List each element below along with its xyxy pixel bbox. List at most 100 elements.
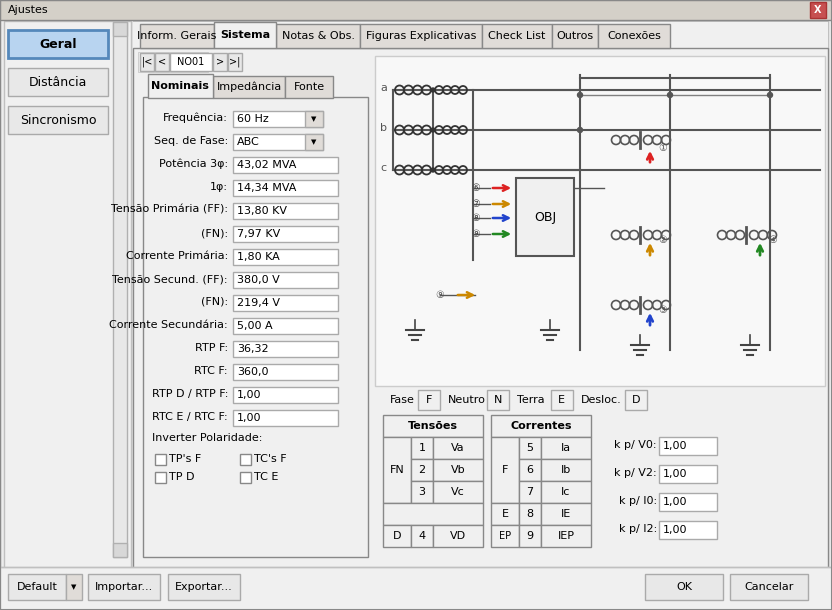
Text: D: D	[631, 395, 641, 405]
Bar	[213, 53, 227, 71]
Bar	[491, 503, 519, 525]
Bar	[487, 390, 509, 410]
Bar	[375, 56, 825, 386]
Text: Va: Va	[451, 443, 465, 453]
Text: Distância: Distância	[29, 76, 87, 88]
Bar	[113, 22, 127, 36]
Text: k p/ I0:: k p/ I0:	[619, 496, 657, 506]
Bar	[625, 390, 647, 410]
Bar	[133, 21, 828, 569]
Text: 1φ:: 1φ:	[210, 182, 228, 192]
Text: 60 Hz: 60 Hz	[237, 114, 269, 124]
Text: 3: 3	[418, 487, 425, 497]
Bar	[519, 459, 541, 481]
Text: Sistema: Sistema	[220, 30, 270, 40]
Bar	[810, 2, 826, 18]
Bar	[8, 106, 108, 134]
Bar	[659, 465, 717, 483]
Text: TC's F: TC's F	[254, 454, 287, 464]
Text: Terra: Terra	[517, 395, 545, 405]
Bar	[730, 574, 808, 600]
Text: 6: 6	[527, 465, 533, 475]
Text: 7: 7	[527, 487, 533, 497]
Text: k p/ I2:: k p/ I2:	[619, 524, 657, 534]
Text: Tensão Secund. (FF):: Tensão Secund. (FF):	[112, 274, 228, 284]
Bar	[519, 525, 541, 547]
Bar	[519, 481, 541, 503]
Text: Inform. Gerais: Inform. Gerais	[137, 31, 216, 41]
Text: 1: 1	[418, 443, 425, 453]
Text: IE: IE	[561, 509, 571, 519]
Text: ⑨: ⑨	[472, 229, 480, 239]
Bar	[233, 249, 338, 265]
Bar	[233, 111, 323, 127]
Text: RTP D / RTP F:: RTP D / RTP F:	[151, 389, 228, 399]
Circle shape	[431, 168, 435, 172]
Bar	[170, 53, 212, 71]
Text: Check List: Check List	[488, 31, 546, 41]
Bar	[383, 415, 483, 437]
Text: Ic: Ic	[562, 487, 571, 497]
Text: 2: 2	[418, 465, 425, 475]
Text: <: <	[158, 57, 166, 67]
Text: Vb: Vb	[451, 465, 465, 475]
Text: 43,02 MVA: 43,02 MVA	[237, 160, 296, 170]
Bar	[233, 272, 338, 288]
Text: Impedância: Impedância	[216, 82, 281, 92]
Bar	[418, 390, 440, 410]
Text: 9: 9	[527, 531, 533, 541]
Bar	[133, 22, 828, 48]
Bar	[516, 178, 574, 256]
Bar	[285, 76, 333, 98]
Bar	[88, 574, 160, 600]
Bar	[541, 525, 591, 547]
Text: Cancelar: Cancelar	[745, 582, 794, 592]
Text: (FN):: (FN):	[201, 228, 228, 238]
Bar	[551, 390, 572, 410]
Text: E: E	[502, 509, 508, 519]
Text: >|: >|	[230, 57, 240, 67]
Text: 14,34 MVA: 14,34 MVA	[237, 183, 296, 193]
Text: b: b	[380, 123, 387, 133]
Bar	[383, 525, 411, 547]
Text: Sincronismo: Sincronismo	[20, 113, 97, 126]
Bar	[305, 134, 323, 150]
Bar	[541, 437, 591, 459]
Bar	[0, 0, 832, 20]
Text: Figuras Explicativas: Figuras Explicativas	[366, 31, 476, 41]
Text: ▼: ▼	[311, 139, 317, 145]
Text: D: D	[393, 531, 401, 541]
Bar	[8, 574, 66, 600]
Bar	[433, 481, 483, 503]
Bar	[113, 543, 127, 557]
Bar	[233, 387, 338, 403]
Text: F: F	[426, 395, 432, 405]
Text: Tensão Primária (FF):: Tensão Primária (FF):	[111, 205, 228, 215]
Bar	[155, 53, 169, 71]
Bar	[491, 525, 519, 547]
Text: ⑨: ⑨	[436, 290, 444, 300]
Text: ▼: ▼	[72, 584, 77, 590]
Text: RTP F:: RTP F:	[195, 343, 228, 353]
Text: Geral: Geral	[39, 37, 77, 51]
Text: k p/ V2:: k p/ V2:	[614, 468, 657, 478]
Text: RTC E / RTC F:: RTC E / RTC F:	[152, 412, 228, 422]
Bar	[233, 180, 338, 196]
Text: E: E	[558, 395, 565, 405]
Bar	[519, 437, 541, 459]
Text: Neutro: Neutro	[448, 395, 486, 405]
Bar	[233, 410, 338, 426]
Bar	[155, 472, 166, 483]
Text: Desloc.: Desloc.	[581, 395, 622, 405]
Text: Ia: Ia	[561, 443, 571, 453]
Text: ②: ②	[658, 235, 666, 245]
Text: 360,0: 360,0	[237, 367, 269, 377]
Bar	[433, 437, 483, 459]
Bar	[411, 437, 433, 459]
Bar	[233, 157, 338, 173]
Text: 5: 5	[527, 443, 533, 453]
Text: ▼: ▼	[311, 116, 317, 122]
Bar	[148, 74, 213, 98]
Bar	[155, 454, 166, 465]
Bar	[233, 134, 323, 150]
